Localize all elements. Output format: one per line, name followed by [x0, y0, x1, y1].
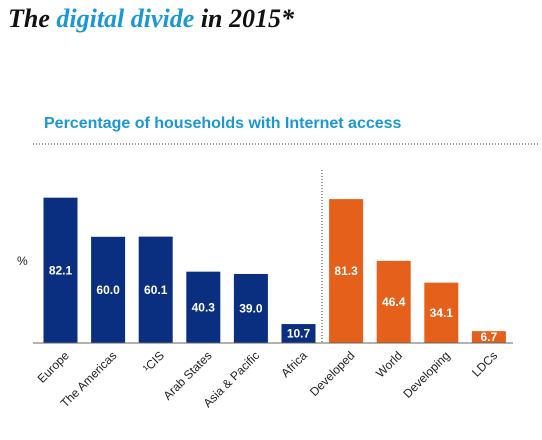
bar — [233, 273, 268, 343]
x-tick-label: World — [373, 348, 405, 380]
bar — [376, 260, 411, 343]
title-part: in 2015* — [200, 4, 294, 33]
value-label: 39.0 — [239, 302, 263, 316]
value-label: 40.3 — [192, 301, 216, 315]
value-label: 46.4 — [382, 295, 406, 309]
value-label: 10.7 — [287, 327, 311, 341]
x-tick-label: Europe — [35, 348, 72, 385]
y-axis-label: % — [17, 254, 28, 268]
bar — [43, 197, 78, 343]
x-tick-label: ¹CIS — [140, 348, 167, 375]
bar — [281, 324, 316, 343]
chart-subtitle: Percentage of households with Internet a… — [44, 115, 402, 132]
chart-title: The digital divide in 2015* — [8, 4, 294, 34]
bar — [471, 331, 506, 343]
value-label: 60.1 — [144, 283, 168, 297]
bar — [186, 271, 221, 343]
title-highlight: digital divide — [56, 4, 195, 33]
title-part: The — [8, 4, 50, 33]
x-tick-label: Developing — [400, 348, 452, 400]
x-tick-label: LDCs — [469, 348, 500, 379]
value-label: 81.3 — [334, 264, 358, 278]
bar — [424, 282, 459, 343]
bar — [329, 199, 364, 343]
x-tick-label: Developed — [307, 348, 357, 398]
value-label: 82.1 — [49, 264, 73, 278]
value-label: 60.0 — [96, 283, 120, 297]
bar — [91, 236, 126, 343]
bar — [138, 236, 173, 343]
value-label: 6.7 — [481, 330, 498, 344]
x-tick-label: Africa — [278, 348, 310, 380]
value-label: 34.1 — [430, 306, 454, 320]
